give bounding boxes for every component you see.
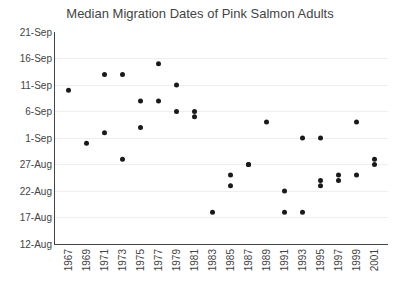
svg-text:1991: 1991	[279, 249, 290, 272]
svg-text:1995: 1995	[315, 249, 326, 272]
svg-text:1979: 1979	[171, 249, 182, 272]
svg-text:1971: 1971	[99, 249, 110, 272]
svg-text:11-Sep: 11-Sep	[20, 80, 52, 91]
svg-text:1987: 1987	[243, 249, 254, 272]
svg-text:1969: 1969	[81, 249, 92, 272]
svg-text:1967: 1967	[63, 249, 74, 272]
svg-text:17-Aug: 17-Aug	[20, 212, 52, 223]
svg-text:22-Aug: 22-Aug	[20, 186, 52, 197]
svg-text:1993: 1993	[297, 249, 308, 272]
svg-text:1997: 1997	[333, 249, 344, 272]
svg-text:1-Sep: 1-Sep	[25, 133, 52, 144]
svg-text:1975: 1975	[135, 249, 146, 272]
svg-text:21-Sep: 21-Sep	[20, 27, 53, 38]
svg-text:6-Sep: 6-Sep	[25, 106, 52, 117]
svg-text:2001: 2001	[369, 249, 380, 272]
svg-text:1981: 1981	[189, 249, 200, 272]
svg-text:16-Sep: 16-Sep	[20, 53, 53, 64]
svg-text:27-Aug: 27-Aug	[20, 159, 52, 170]
svg-text:1989: 1989	[261, 249, 272, 272]
svg-text:1973: 1973	[117, 249, 128, 272]
svg-text:Median Migration Dates of Pink: Median Migration Dates of Pink Salmon Ad…	[66, 6, 334, 21]
svg-text:12-Aug: 12-Aug	[20, 239, 52, 250]
svg-text:1985: 1985	[225, 249, 236, 272]
svg-text:1999: 1999	[351, 249, 362, 272]
svg-text:1977: 1977	[153, 249, 164, 272]
svg-text:1983: 1983	[207, 249, 218, 272]
